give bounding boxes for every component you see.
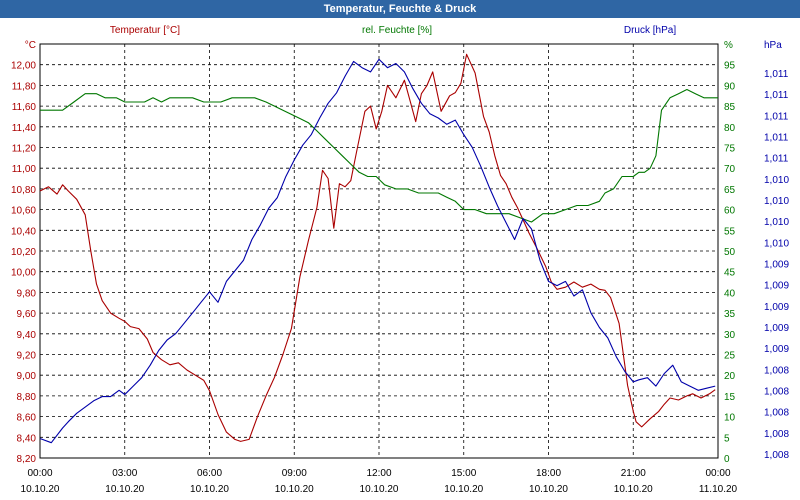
y-tick-label-humidity: 40 — [724, 288, 736, 299]
x-tick-date: 10.10.20 — [105, 484, 144, 495]
y-tick-label-temperature: 9,00 — [17, 371, 37, 382]
y-tick-label-humidity: 10 — [724, 413, 736, 424]
x-tick-time: 00:00 — [27, 468, 52, 479]
y-tick-label-humidity: 5 — [724, 433, 730, 444]
x-tick-time: 00:00 — [705, 468, 730, 479]
x-tick-time: 06:00 — [197, 468, 222, 479]
x-tick-date: 10.10.20 — [275, 484, 314, 495]
y-tick-label-humidity: 25 — [724, 351, 736, 362]
y-tick-label-pressure: 1,008 — [764, 450, 789, 461]
x-tick-date: 10.10.20 — [190, 484, 229, 495]
y-tick-label-pressure: 1,011 — [764, 69, 789, 80]
y-tick-label-pressure: 1,008 — [764, 429, 789, 440]
y-tick-label-temperature: 9,60 — [17, 309, 37, 320]
y-tick-label-temperature: 9,80 — [17, 288, 37, 299]
y-tick-label-temperature: 8,40 — [17, 433, 37, 444]
y-tick-label-pressure: 1,009 — [764, 281, 789, 292]
x-tick-date: 11.10.20 — [699, 484, 738, 495]
y-tick-label-humidity: 95 — [724, 61, 736, 72]
y-axis-unit-humidity: % — [724, 40, 733, 51]
y-tick-label-pressure: 1,010 — [764, 196, 789, 207]
x-tick-time: 03:00 — [112, 468, 137, 479]
x-tick-time: 18:00 — [536, 468, 561, 479]
y-tick-label-humidity: 0 — [724, 454, 730, 465]
series-line-humidity — [40, 88, 718, 223]
y-axis-unit-temperature: °C — [25, 40, 36, 51]
y-tick-label-humidity: 15 — [724, 392, 736, 403]
y-tick-label-pressure: 1,010 — [764, 175, 789, 186]
y-tick-label-humidity: 45 — [724, 268, 736, 279]
y-tick-label-humidity: 75 — [724, 144, 736, 155]
x-tick-date: 10.10.20 — [21, 484, 60, 495]
y-tick-label-temperature: 8,60 — [17, 413, 37, 424]
series-line-temperature — [39, 53, 716, 442]
y-tick-label-humidity: 30 — [724, 330, 736, 341]
y-tick-label-temperature: 11,00 — [12, 164, 37, 175]
y-tick-label-humidity: 20 — [724, 371, 736, 382]
y-tick-label-humidity: 85 — [724, 102, 736, 113]
y-tick-label-temperature: 9,20 — [17, 351, 37, 362]
y-tick-label-pressure: 1,009 — [764, 344, 789, 355]
x-tick-date: 10.10.20 — [360, 484, 399, 495]
series-line-pressure — [39, 58, 716, 444]
y-tick-label-pressure: 1,011 — [764, 133, 789, 144]
y-tick-label-pressure: 1,008 — [764, 365, 789, 376]
y-tick-label-temperature: 10,40 — [11, 226, 36, 237]
y-tick-label-pressure: 1,009 — [764, 260, 789, 271]
y-tick-label-humidity: 90 — [724, 81, 736, 92]
y-axis-unit-pressure: hPa — [764, 40, 782, 51]
y-tick-label-temperature: 11,20 — [12, 144, 37, 155]
y-tick-label-temperature: 10,20 — [11, 247, 36, 258]
y-tick-label-temperature: 12,00 — [11, 61, 36, 72]
x-tick-date: 10.10.20 — [529, 484, 568, 495]
y-tick-label-pressure: 1,009 — [764, 302, 789, 313]
y-tick-label-pressure: 1,011 — [764, 154, 789, 165]
y-tick-label-pressure: 1,010 — [764, 217, 789, 228]
x-tick-time: 21:00 — [621, 468, 646, 479]
y-tick-label-pressure: 1,008 — [764, 408, 789, 419]
y-tick-label-humidity: 80 — [724, 123, 736, 134]
y-tick-label-temperature: 8,20 — [17, 454, 37, 465]
series-label-humidity: rel. Feuchte [%] — [362, 25, 432, 36]
y-tick-label-humidity: 60 — [724, 206, 736, 217]
y-tick-label-temperature: 11,40 — [12, 123, 37, 134]
y-tick-label-humidity: 50 — [724, 247, 736, 258]
y-tick-label-pressure: 1,011 — [764, 111, 789, 122]
x-tick-date: 10.10.20 — [444, 484, 483, 495]
y-tick-label-pressure: 1,011 — [764, 90, 789, 101]
y-tick-label-temperature: 11,80 — [12, 81, 37, 92]
x-tick-time: 15:00 — [451, 468, 476, 479]
x-tick-time: 09:00 — [282, 468, 307, 479]
y-tick-label-pressure: 1,010 — [764, 238, 789, 249]
y-tick-label-humidity: 70 — [724, 164, 736, 175]
x-tick-date: 10.10.20 — [614, 484, 653, 495]
y-tick-label-humidity: 35 — [724, 309, 736, 320]
x-tick-time: 12:00 — [366, 468, 391, 479]
series-label-pressure: Druck [hPa] — [624, 25, 676, 36]
y-tick-label-temperature: 10,80 — [11, 185, 36, 196]
series-label-temperature: Temperatur [°C] — [110, 25, 180, 36]
chart-title: Temperatur, Feuchte & Druck — [0, 0, 800, 18]
y-tick-label-pressure: 1,008 — [764, 387, 789, 398]
y-tick-label-temperature: 10,60 — [11, 206, 36, 217]
y-tick-label-humidity: 55 — [724, 226, 736, 237]
y-tick-label-temperature: 8,80 — [17, 392, 37, 403]
y-tick-label-temperature: 10,00 — [11, 268, 36, 279]
y-tick-label-pressure: 1,009 — [764, 323, 789, 334]
y-tick-label-humidity: 65 — [724, 185, 736, 196]
y-tick-label-temperature: 9,40 — [17, 330, 37, 341]
y-tick-label-temperature: 11,60 — [12, 102, 37, 113]
